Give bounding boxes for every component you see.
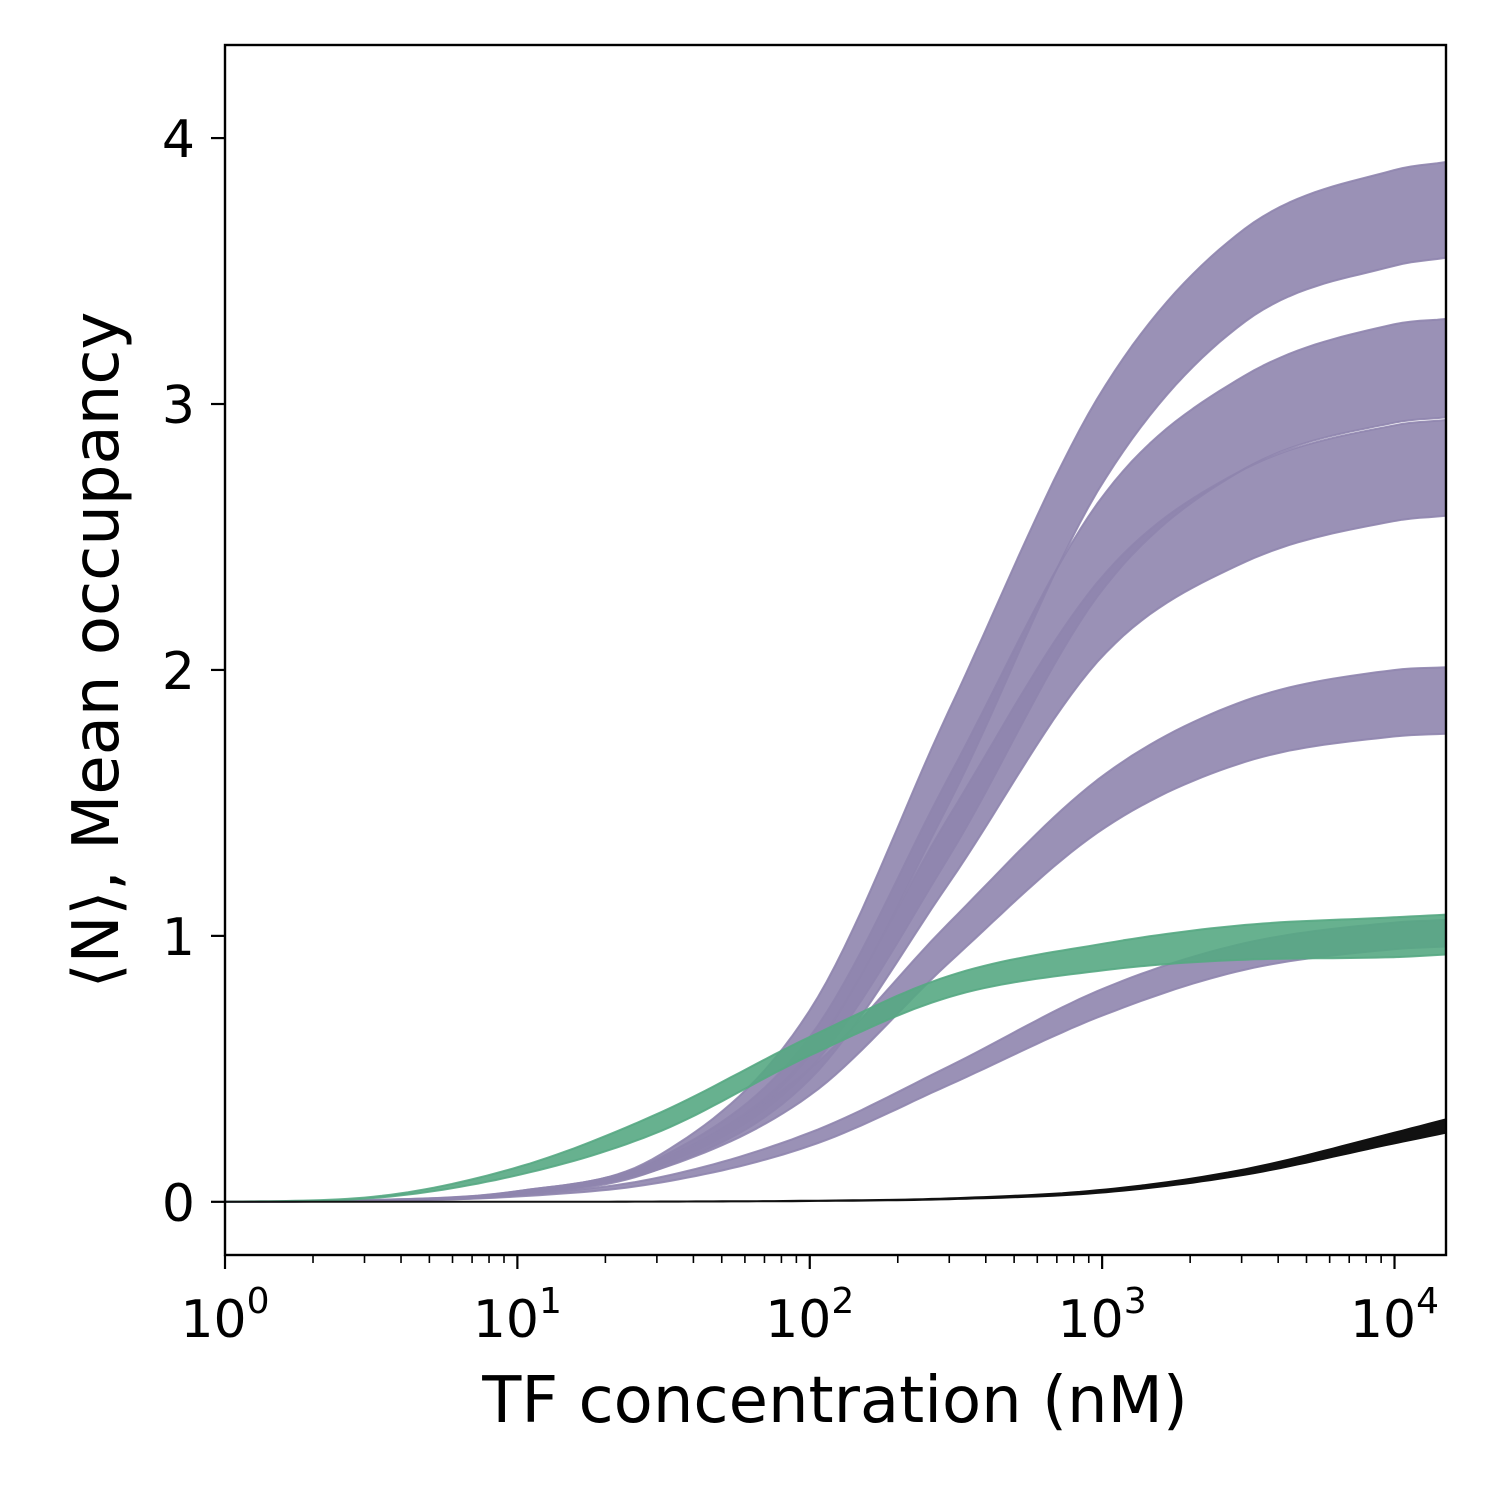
- y-tick-label: 1: [162, 908, 195, 968]
- y-tick-label: 3: [162, 376, 195, 436]
- y-tick-label: 2: [162, 642, 195, 702]
- y-axis-title: ⟨N⟩, Mean occupancy: [60, 312, 134, 989]
- x-tick-label: 102: [765, 1281, 854, 1350]
- x-axis-title: TF concentration (nM): [481, 1364, 1188, 1438]
- plot-frame: [223, 43, 1448, 1257]
- y-tick-label: 4: [162, 110, 195, 170]
- y-tick-label: 0: [162, 1174, 195, 1234]
